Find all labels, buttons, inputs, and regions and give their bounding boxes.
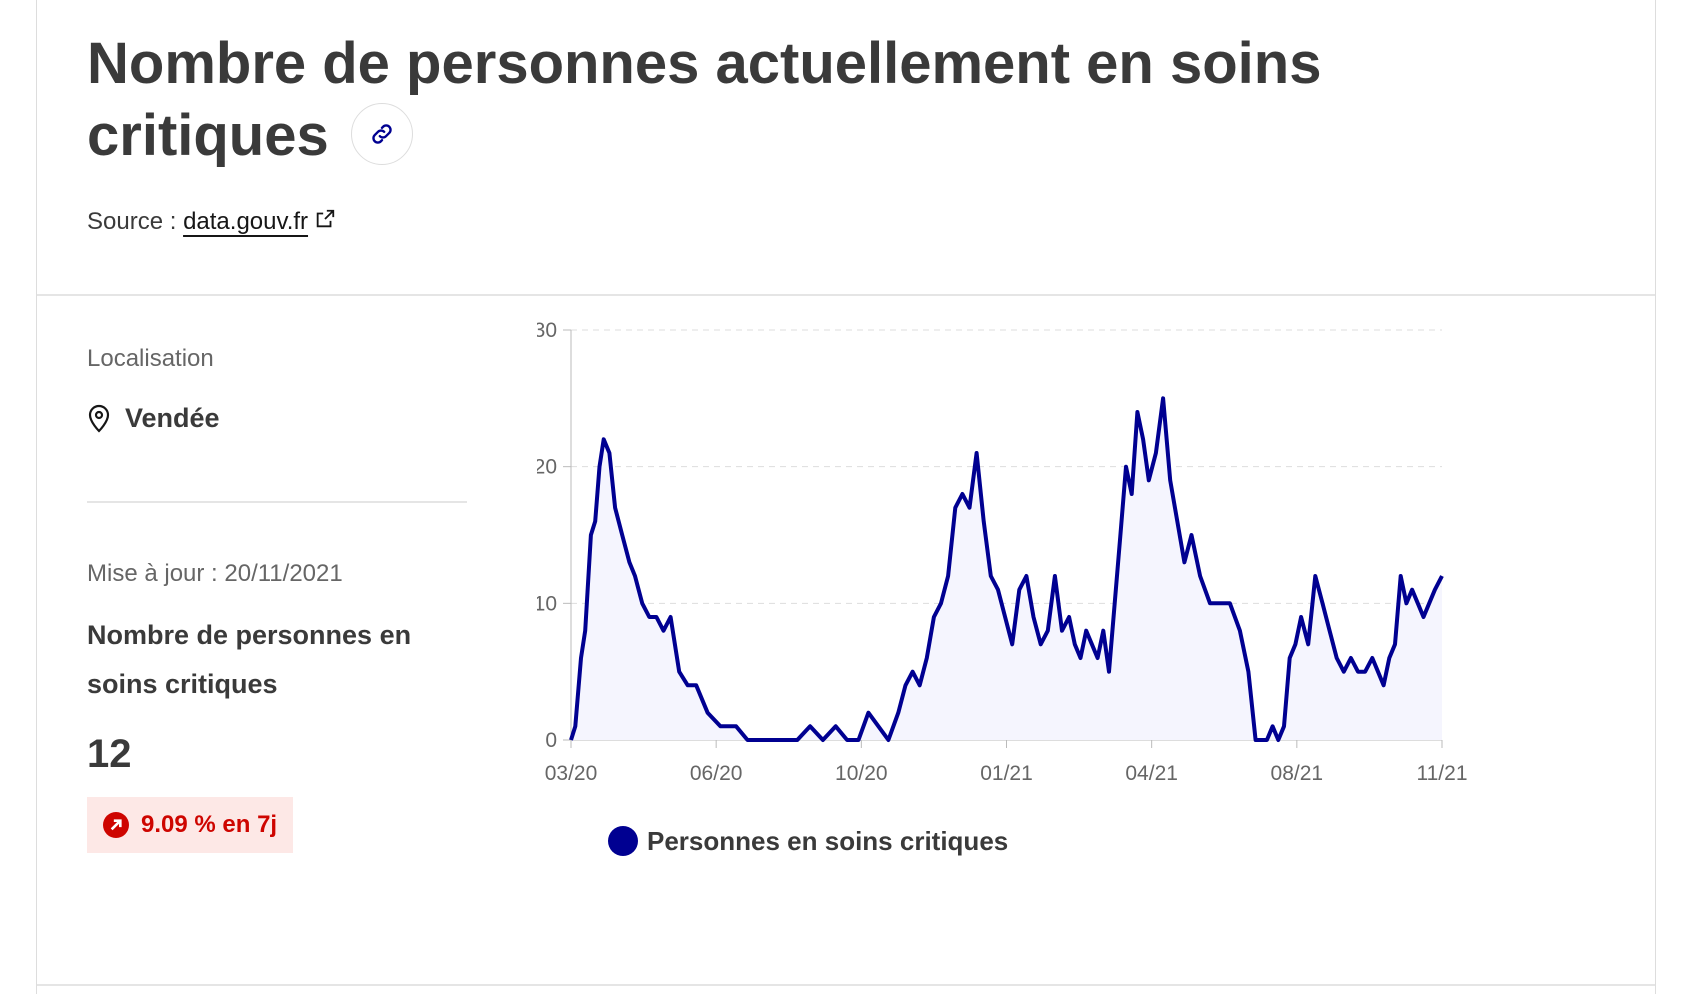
map-pin-icon [88, 404, 110, 433]
card-header: Nombre de personnes actuellement en soin… [37, 0, 1655, 296]
source-link-text: data.gouv.fr [183, 208, 309, 235]
indicator-card: Nombre de personnes actuellement en soin… [36, 0, 1656, 994]
arrow-up-right-icon [103, 812, 129, 838]
location-block: Localisation Vendée [87, 345, 467, 434]
legend-label: Personnes en soins critiques [647, 826, 1008, 856]
location-value: Vendée [87, 403, 467, 434]
x-tick-label: 11/21 [1417, 762, 1468, 785]
y-tick-label: 30 [537, 320, 557, 342]
sidebar-divider [87, 501, 467, 503]
y-tick-label: 10 [537, 592, 557, 615]
link-icon [372, 123, 392, 144]
location-label: Localisation [87, 345, 214, 372]
x-tick-label: 06/20 [690, 762, 743, 785]
source-line: Source : data.gouv.fr [87, 208, 336, 237]
source-link[interactable]: data.gouv.fr [183, 208, 336, 235]
y-tick-label: 0 [545, 729, 557, 752]
title-text: Nombre de personnes actuellement en soin… [87, 31, 1322, 168]
legend-marker [608, 826, 638, 856]
copy-link-button[interactable] [350, 102, 413, 165]
location-name: Vendée [125, 403, 220, 433]
x-tick-label: 03/20 [545, 762, 598, 785]
x-tick-label: 10/20 [835, 762, 888, 785]
external-link-icon [314, 208, 336, 237]
page-title: Nombre de personnes actuellement en soin… [87, 28, 1387, 172]
trend-text: 9.09 % en 7j [141, 811, 278, 838]
x-tick-label: 01/21 [980, 762, 1033, 785]
y-tick-label: 20 [537, 456, 557, 479]
x-tick-label: 08/21 [1271, 762, 1324, 785]
card-footer-divider [37, 984, 1655, 986]
trend-badge: 9.09 % en 7j [87, 797, 294, 853]
series-line [569, 396, 1444, 742]
series-area [571, 398, 1442, 740]
metric-title: Nombre de personnes en soins critiques [87, 620, 412, 699]
update-date: Mise à jour : 20/11/2021 [87, 560, 343, 587]
source-label: Source : [87, 208, 177, 235]
metric-value: 12 [87, 732, 132, 776]
x-tick-label: 04/21 [1125, 762, 1178, 785]
critical-care-chart: 0 10 20 30 03/20 06/20 10/20 01/21 04/21 08/21 11/… [537, 320, 1468, 856]
